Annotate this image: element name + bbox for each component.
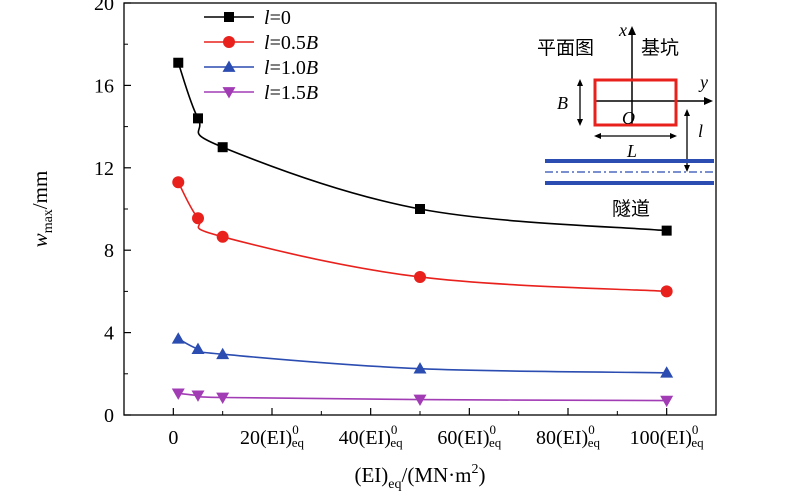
legend-marker — [222, 60, 236, 72]
y-arrowhead-icon — [704, 97, 713, 105]
data-point — [413, 394, 427, 407]
data-point — [172, 176, 185, 189]
distance-arrowhead-bottom-icon — [684, 165, 690, 172]
pit-label: 基坑 — [641, 37, 679, 59]
y-tick-label: 16 — [94, 75, 114, 97]
y-tick-label: 8 — [104, 240, 114, 262]
width-arrowhead-top-icon — [577, 79, 583, 86]
legend-label: l=1.0B — [264, 57, 318, 79]
data-point — [660, 395, 674, 408]
x-arrowhead-icon — [628, 26, 636, 35]
distance-arrowhead-top-icon — [684, 109, 690, 116]
legend-marker — [223, 36, 235, 48]
data-point — [414, 270, 426, 283]
series-1 — [173, 57, 672, 236]
x-tick-label: 60(EI)0eq​ — [437, 422, 501, 450]
data-point — [191, 342, 205, 354]
data-point — [661, 225, 672, 236]
y-axis-label: wmax/mm — [28, 171, 56, 248]
tunnel-label: 隧道 — [612, 198, 650, 220]
length-arrowhead-left-icon — [594, 133, 601, 139]
width-symbol: B — [557, 93, 568, 113]
data-point — [415, 204, 425, 214]
data-point — [216, 230, 229, 243]
legend-label: l=1.5B — [264, 82, 318, 104]
origin-symbol: O — [622, 108, 635, 128]
data-point — [192, 212, 204, 225]
x-tick-label: 40(EI)0eq​ — [339, 422, 403, 450]
legend-marker — [222, 87, 236, 99]
data-point — [216, 392, 230, 404]
x-tick-label: 0 — [168, 427, 178, 449]
series-2 — [172, 176, 673, 298]
plan-label: 平面图 — [537, 38, 594, 59]
legend-label: l=0 — [264, 7, 291, 29]
pit-rectangle — [593, 78, 678, 127]
data-point — [216, 347, 230, 360]
data-point — [217, 142, 228, 153]
length-symbol: L — [626, 141, 637, 161]
legend-marker — [224, 12, 234, 22]
plot-area: 0 4 8 12 16 20 0 20(EI)0eq​ 40(EI)0eq​ 60(EI)0eq​… — [28, 0, 717, 492]
series-3 — [171, 332, 674, 378]
x-tick-label: 80(EI)0eq​ — [536, 422, 600, 450]
data-point — [171, 332, 185, 344]
y-tick-label: 4 — [104, 323, 114, 345]
y-tick-label: 20 — [94, 0, 114, 15]
y-axis-symbol: y — [698, 72, 708, 92]
series-4 — [171, 388, 674, 408]
data-point — [660, 366, 674, 378]
data-point — [413, 362, 427, 374]
width-arrowhead-bottom-icon — [577, 119, 583, 126]
y-tick-label: 12 — [94, 158, 114, 180]
x-tick-label: 20(EI)0eq​ — [240, 422, 304, 450]
data-point — [171, 388, 185, 400]
data-point — [191, 390, 205, 402]
legend-label: l=0.5B — [264, 32, 318, 54]
x-axis-symbol: x — [618, 20, 627, 40]
distance-symbol: l — [698, 121, 703, 141]
x-tick-label: 100(EI)0eq​ — [630, 422, 704, 450]
x-axis-label: (EI)eq/(MN·m2) — [354, 462, 485, 492]
legend: l=0 l=0.5B l=1.0B l=1.5B — [204, 7, 318, 104]
length-arrowhead-right-icon — [670, 133, 677, 139]
data-point — [173, 57, 184, 68]
data-point — [193, 113, 203, 124]
y-tick-label: 0 — [104, 405, 114, 427]
data-point — [660, 285, 673, 298]
inset-diagram: 平面图 基坑 x y O B L l 隧道 — [537, 20, 714, 220]
